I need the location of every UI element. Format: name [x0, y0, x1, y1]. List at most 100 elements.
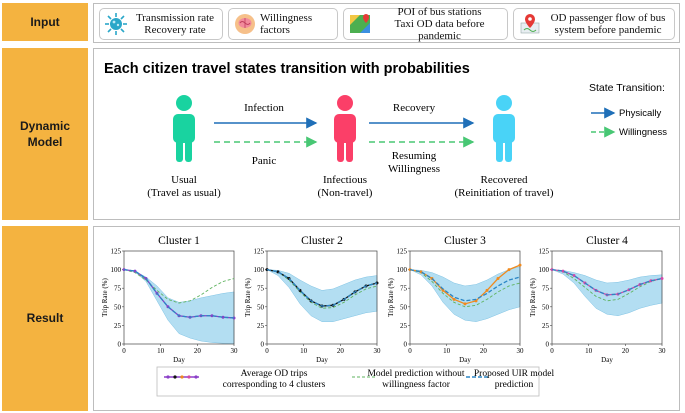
y-tick-label: 100 [254, 266, 265, 274]
chart-title: Cluster 3 [444, 235, 486, 247]
x-tick-label: 30 [374, 347, 382, 355]
x-tick-label: 20 [480, 347, 488, 355]
input-text: OD passenger flow of bus [550, 12, 666, 24]
input-text: Transmission rate [135, 12, 215, 24]
y-tick-label: 75 [542, 285, 550, 293]
x-tick-label: 20 [194, 347, 202, 355]
y-tick-label: 125 [539, 248, 550, 256]
input-text: Recovery rate [144, 24, 206, 36]
x-tick-label: 20 [337, 347, 345, 355]
x-tick-label: 30 [659, 347, 667, 355]
cluster-chart-2: Cluster 2 0 25 50 75 100 125 0 10 20 30 Day Trip Rat… [244, 235, 381, 364]
legend-willingness-label: Willingness [619, 127, 667, 138]
y-tick-label: 50 [114, 303, 122, 311]
input-card-poi: POI of bus stations Taxi OD data before … [343, 6, 508, 42]
avg-point [660, 277, 664, 281]
x-tick-label: 0 [550, 347, 554, 355]
avg-point [507, 268, 511, 272]
map-icon [350, 14, 370, 33]
y-tick-label: 100 [397, 266, 408, 274]
model-title: Each citizen travel states transition wi… [104, 61, 470, 77]
brain-icon [235, 14, 255, 34]
state-legend-title: State Transition: [589, 82, 665, 94]
input-text: POI of bus stations [397, 6, 482, 18]
input-text: Willingness factors [260, 12, 313, 36]
person-usual-icon [173, 95, 195, 162]
y-tick-label: 25 [400, 322, 408, 330]
y-tick-label: 50 [257, 303, 265, 311]
chart-title: Cluster 2 [301, 235, 343, 247]
x-tick-label: 20 [622, 347, 630, 355]
confidence-band [266, 269, 378, 322]
series-uir [409, 268, 521, 302]
state-name: Recovered [480, 174, 528, 186]
y-tick-label: 25 [114, 322, 122, 330]
transition-label: Resuming [392, 150, 437, 162]
confidence-band [123, 269, 235, 345]
legend-uir-text: prediction [495, 380, 534, 390]
chart-frame [551, 250, 663, 345]
y-axis-label: Trip Rate (%) [529, 278, 537, 317]
avg-point [518, 263, 522, 267]
avg-point [452, 297, 456, 301]
y-tick-label: 100 [111, 266, 122, 274]
y-tick-label: 125 [254, 248, 265, 256]
y-axis-label: Trip Rate (%) [387, 278, 395, 317]
legend-pred-text: willingness factor [382, 379, 451, 390]
series-no-willingness [409, 269, 521, 308]
cluster-chart-3: Cluster 3 0 25 50 75 100 125 0 10 20 30 Day Trip Rat… [387, 235, 524, 364]
transition-label: Panic [252, 155, 277, 167]
y-tick-label: 75 [400, 285, 408, 293]
x-axis-label: Day [459, 356, 471, 364]
avg-point [496, 277, 500, 281]
chart-frame [409, 250, 521, 345]
state-name: Infectious [323, 174, 367, 186]
state-diagram: Each citizen travel states transition wi… [104, 61, 667, 199]
legend-avg-text: corresponding to 4 clusters [223, 380, 326, 390]
y-tick-label: 0 [118, 341, 122, 349]
chart-title: Cluster 1 [158, 235, 200, 247]
avg-point [485, 288, 489, 292]
x-tick-label: 30 [231, 347, 239, 355]
state-name: Usual [171, 174, 197, 186]
dynamic-model-label: Dynamic Model [2, 48, 88, 220]
avg-point [441, 288, 445, 292]
y-tick-label: 50 [400, 303, 408, 311]
x-tick-label: 0 [122, 347, 126, 355]
result-panel: Cluster 1 0 25 50 75 100 125 0 10 20 30 Day Trip Rat… [93, 226, 680, 411]
transition-label: Recovery [393, 102, 436, 114]
x-axis-label: Day [173, 356, 185, 364]
input-text: system before pandemic [554, 24, 662, 36]
chart-frame [266, 250, 378, 345]
legend-pred-text: Model prediction without [367, 369, 464, 379]
x-tick-label: 10 [157, 347, 165, 355]
y-tick-label: 125 [397, 248, 408, 256]
y-axis-label: Trip Rate (%) [101, 278, 109, 317]
cluster-chart-1: Cluster 1 0 25 50 75 100 125 0 10 20 30 Day Trip Rat… [101, 235, 238, 364]
transition-label: Willingness [388, 163, 440, 175]
y-tick-label: 100 [539, 266, 550, 274]
x-tick-label: 10 [300, 347, 308, 355]
cluster-chart-4: Cluster 4 0 25 50 75 100 125 0 10 20 30 Day Trip Rat… [529, 235, 666, 364]
transition-label: Infection [244, 102, 284, 114]
legend-uir-text: Proposed UIR model [474, 369, 555, 379]
input-label: Input [2, 3, 88, 41]
x-tick-label: 0 [408, 347, 412, 355]
y-tick-label: 50 [542, 303, 550, 311]
person-recovered-icon [493, 95, 515, 162]
y-tick-label: 25 [257, 322, 265, 330]
y-tick-label: 75 [257, 285, 265, 293]
input-panel: Transmission rate Recovery rate Willingn… [93, 3, 680, 43]
y-tick-label: 25 [542, 322, 550, 330]
series-no-willingness [266, 269, 378, 309]
confidence-band [551, 269, 663, 316]
y-axis-label: Trip Rate (%) [244, 278, 252, 317]
input-card-od-flow: OD passenger flow of bus system before p… [513, 8, 675, 40]
input-card-transmission: Transmission rate Recovery rate [99, 8, 223, 40]
series-no-willingness [123, 269, 235, 304]
series-uir [551, 268, 663, 296]
result-legend [156, 366, 540, 397]
series-uir [123, 268, 235, 319]
x-axis-label: Day [316, 356, 328, 364]
